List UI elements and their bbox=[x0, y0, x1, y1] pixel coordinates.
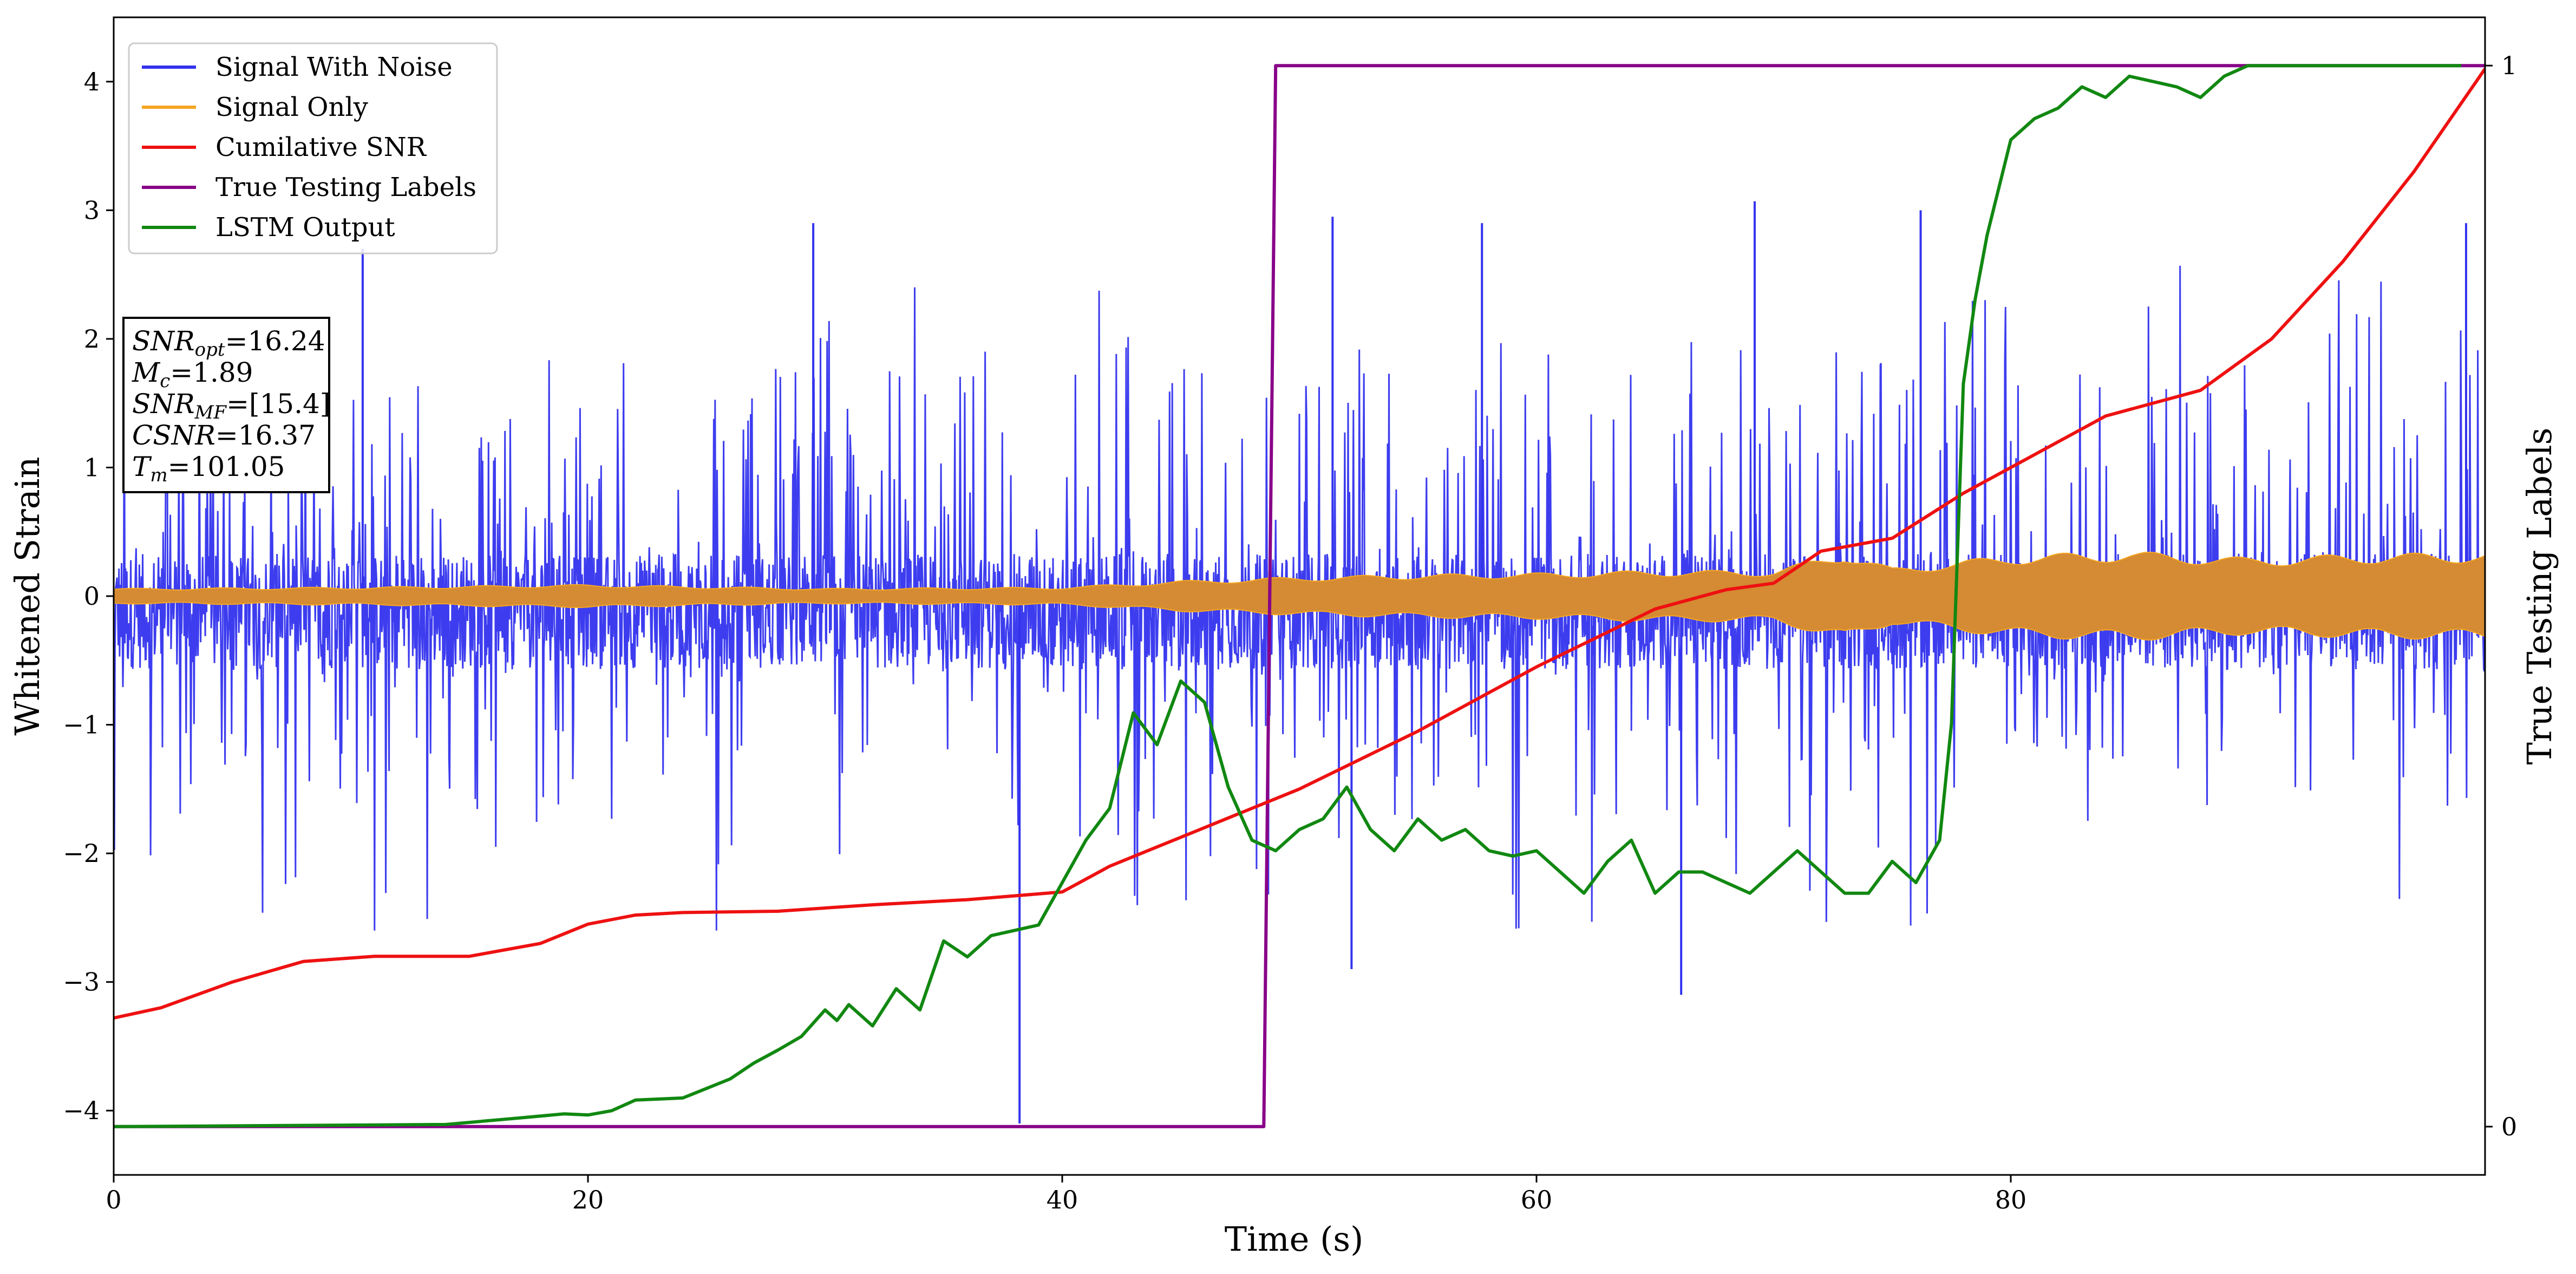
y-tick-label-1: −3 bbox=[63, 968, 100, 997]
x-tick-label-3: 60 bbox=[1521, 1185, 1553, 1214]
y-tick-label-5: 1 bbox=[84, 453, 100, 482]
x-axis-label: Time (s) bbox=[1225, 1219, 1364, 1259]
y2-tick-label-1: 1 bbox=[2501, 51, 2517, 80]
y-tick-label-0: −4 bbox=[63, 1096, 100, 1125]
legend-label-1: Signal Only bbox=[215, 92, 368, 122]
series-cumulative-snr bbox=[114, 68, 2485, 1020]
y-tick-label-3: −1 bbox=[63, 710, 100, 740]
info-line-3: CSNR=16.37 bbox=[132, 420, 316, 451]
legend-frame bbox=[128, 42, 498, 254]
info-box: SNRopt=16.24Mc=1.89SNRMF=[15.4]CSNR=16.3… bbox=[122, 317, 330, 493]
x-tick-label-1: 20 bbox=[572, 1185, 604, 1214]
x-tick-label-4: 80 bbox=[1995, 1185, 2027, 1214]
series-lstm-output bbox=[114, 64, 2462, 1128]
series-true-testing-labels bbox=[114, 64, 2485, 1128]
y-tick-label-2: −2 bbox=[63, 839, 100, 868]
y2-tick-label-0: 0 bbox=[2501, 1112, 2517, 1141]
y-axis-label: Whitened Strain bbox=[8, 457, 47, 736]
legend-label-3: True Testing Labels bbox=[215, 172, 476, 202]
info-line-1: Mc=1.89 bbox=[132, 357, 253, 392]
y-tick-label-8: 4 bbox=[84, 67, 100, 96]
info-line-0: SNRopt=16.24 bbox=[132, 325, 325, 361]
info-box-frame bbox=[122, 317, 330, 493]
legend-label-4: LSTM Output bbox=[215, 212, 395, 243]
legend-label-2: Cumilative SNR bbox=[215, 132, 427, 162]
info-line-4: Tm=101.05 bbox=[132, 451, 285, 486]
series-layer bbox=[114, 64, 2485, 1128]
x-tick-label-0: 0 bbox=[106, 1185, 121, 1214]
y2-axis-label: True Testing Labels bbox=[2520, 428, 2559, 765]
legend: Signal With Noise Signal Only Cumilative S… bbox=[128, 42, 498, 254]
y-tick-label-7: 3 bbox=[84, 195, 100, 225]
x-tick-label-2: 40 bbox=[1047, 1185, 1078, 1214]
legend-label-0: Signal With Noise bbox=[215, 52, 453, 82]
series-signal-only bbox=[114, 551, 2485, 641]
y-tick-label-4: 0 bbox=[84, 582, 100, 611]
info-line-2: SNRMF=[15.4] bbox=[132, 388, 330, 423]
y-tick-label-6: 2 bbox=[84, 324, 100, 354]
